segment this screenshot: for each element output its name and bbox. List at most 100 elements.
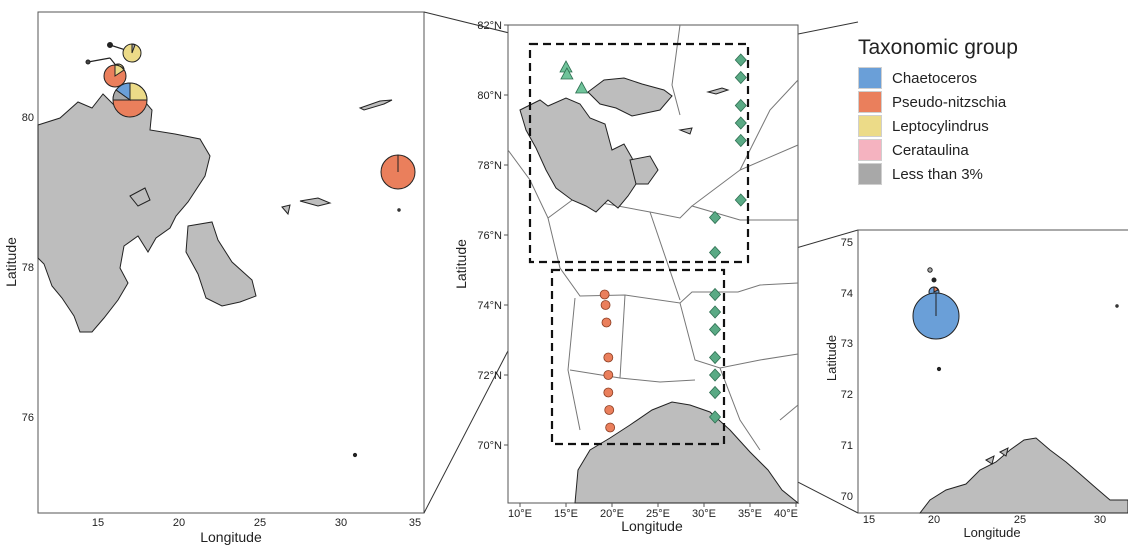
station-diamond-marker xyxy=(708,245,722,260)
station-diamond-marker xyxy=(708,287,722,302)
center-x-tick: 40°E xyxy=(774,508,798,520)
legend-label: Leptocylindrus xyxy=(892,117,989,135)
center-x-axis-label: Longitude xyxy=(621,518,683,534)
station-diamond-marker xyxy=(708,385,722,400)
center-map-land xyxy=(519,77,800,504)
center-y-tick: 72°N xyxy=(477,370,502,382)
station-circle-marker xyxy=(603,370,614,380)
legend-swatch xyxy=(858,139,882,161)
station-diamond-marker xyxy=(708,350,722,365)
left-x-tick: 15 xyxy=(92,517,104,529)
left-x-tick: 20 xyxy=(173,517,185,529)
right-x-tick: 30 xyxy=(1094,514,1106,526)
right-y-ticks: 75 74 73 72 71 70 xyxy=(841,237,853,503)
station-triangle-marker xyxy=(560,67,574,80)
station-circle-marker xyxy=(601,317,612,328)
station-diamond-marker xyxy=(708,322,722,337)
right-x-ticks: 15 20 25 30 xyxy=(863,514,1106,526)
left-x-tick: 25 xyxy=(254,517,266,529)
left-map-pie-charts xyxy=(85,42,416,458)
station-circle-marker xyxy=(604,405,615,415)
legend-swatch xyxy=(858,163,882,185)
legend-label: Pseudo-nitzschia xyxy=(892,93,1007,111)
left-x-axis-label: Longitude xyxy=(200,529,262,545)
right-x-tick: 15 xyxy=(863,514,875,526)
south-zoom-box xyxy=(550,268,726,446)
center-map-grid-lines xyxy=(507,24,799,451)
legend-swatch xyxy=(858,115,882,137)
station-circle-marker xyxy=(603,387,614,398)
legend-label: Cerataulina xyxy=(892,141,969,159)
center-x-tick: 10°E xyxy=(508,508,532,520)
center-y-tick: 78°N xyxy=(477,160,502,172)
legend-swatch xyxy=(858,91,882,113)
right-map-panel: 15 20 25 30 75 74 73 72 71 70 Longitude … xyxy=(824,229,1128,540)
station-diamond-marker xyxy=(734,193,747,207)
legend-item-leptocylindrus: Leptocylindrus xyxy=(858,114,1118,138)
left-x-tick: 30 xyxy=(335,517,347,529)
station-diamond-marker xyxy=(734,116,747,130)
left-y-ticks: 80 78 76 xyxy=(22,112,34,424)
legend-item-less-than-3: Less than 3% xyxy=(858,162,1118,186)
left-y-tick: 76 xyxy=(22,412,34,424)
center-x-tick: 35°E xyxy=(738,508,762,520)
legend-item-chaetoceros: Chaetoceros xyxy=(858,66,1118,90)
station-diamond-marker xyxy=(708,368,722,382)
right-x-tick: 25 xyxy=(1014,514,1026,526)
center-x-ticks: 10°E 15°E 20°E 25°E 30°E 35°E 40°E xyxy=(508,508,798,520)
center-y-ticks: 82°N 80°N 78°N 76°N 74°N 72°N 70°N xyxy=(477,20,502,452)
station-circle-marker xyxy=(603,352,614,363)
right-map-land xyxy=(918,437,1128,514)
center-y-tick: 80°N xyxy=(477,90,502,102)
station-circle-marker xyxy=(605,422,616,433)
station-triangle-marker xyxy=(574,81,589,94)
right-x-tick: 20 xyxy=(928,514,940,526)
right-y-tick: 73 xyxy=(841,338,853,350)
station-diamond-marker xyxy=(734,53,747,67)
left-y-tick: 78 xyxy=(22,262,34,274)
right-y-tick: 72 xyxy=(841,389,853,401)
right-x-axis-label: Longitude xyxy=(963,525,1020,540)
right-y-tick: 75 xyxy=(841,237,853,249)
taxonomic-group-legend: Taxonomic group Chaetoceros Pseudo-nitzs… xyxy=(858,36,1118,186)
center-x-tick: 30°E xyxy=(692,508,716,520)
center-y-axis-label: Latitude xyxy=(453,239,469,289)
station-diamond-marker xyxy=(708,410,722,424)
left-y-axis-label: Latitude xyxy=(3,237,19,287)
right-map-pie-charts xyxy=(912,267,1119,372)
center-x-tick: 15°E xyxy=(554,508,578,520)
left-x-tick: 35 xyxy=(409,517,421,529)
center-map-axis-ticks xyxy=(504,24,797,507)
legend-title: Taxonomic group xyxy=(858,36,1018,59)
center-x-tick: 25°E xyxy=(646,508,670,520)
station-diamond-marker xyxy=(734,98,747,113)
center-y-tick: 76°N xyxy=(477,230,502,242)
legend-label: Less than 3% xyxy=(892,165,983,183)
legend-swatch xyxy=(858,67,882,89)
legend-item-pseudo-nitzschia: Pseudo-nitzschia xyxy=(858,90,1118,114)
north-zoom-box xyxy=(528,42,750,264)
station-diamond-marker xyxy=(734,133,747,148)
right-y-tick: 74 xyxy=(841,288,853,300)
right-y-axis-label: Latitude xyxy=(824,335,839,381)
center-y-tick: 82°N xyxy=(477,20,502,32)
station-diamond-marker xyxy=(708,305,722,319)
right-y-tick: 70 xyxy=(841,491,853,503)
station-diamond-marker xyxy=(734,70,747,85)
center-x-tick: 20°E xyxy=(600,508,624,520)
station-circle-marker xyxy=(599,289,610,300)
station-circle-marker xyxy=(600,300,611,310)
legend-item-cerataulina: Cerataulina xyxy=(858,138,1118,162)
center-y-tick: 70°N xyxy=(477,440,502,452)
legend-label: Chaetoceros xyxy=(892,69,978,87)
station-diamond-marker xyxy=(708,210,722,225)
center-y-tick: 74°N xyxy=(477,300,502,312)
left-x-ticks: 15 20 25 30 35 xyxy=(92,517,421,529)
center-map-panel: 10°E 15°E 20°E 25°E 30°E 35°E 40°E 82°N … xyxy=(453,20,800,534)
left-map-panel: 15 20 25 30 35 80 78 76 Longitude Latitu… xyxy=(3,11,425,545)
station-markers xyxy=(559,53,747,433)
left-map-land xyxy=(37,93,393,333)
left-y-tick: 80 xyxy=(22,112,34,124)
right-y-tick: 71 xyxy=(841,440,853,452)
